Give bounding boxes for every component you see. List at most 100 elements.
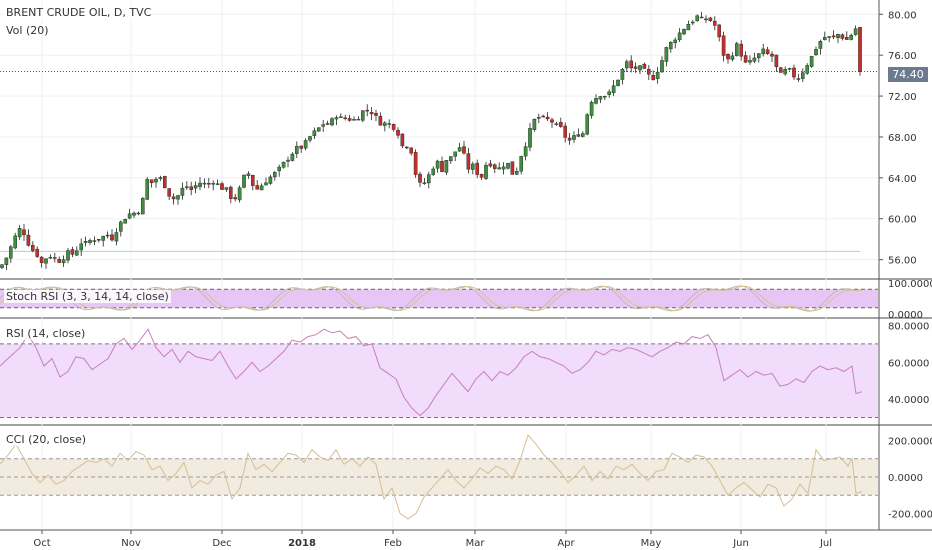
candle-body	[748, 60, 752, 63]
candle-body	[167, 188, 172, 197]
candle-body	[325, 123, 330, 125]
stoch-tick-label: 100.0000	[888, 279, 932, 290]
x-tick-label: Feb	[384, 538, 402, 549]
candle-body	[849, 34, 853, 40]
candle-body	[440, 160, 444, 172]
candle-body	[312, 130, 317, 136]
candle-body	[717, 24, 721, 38]
x-tick-label: Dec	[212, 538, 231, 549]
candle-body	[783, 69, 787, 75]
candle-body	[845, 37, 849, 40]
y-tick-label: 64.00	[888, 174, 917, 185]
cci-line	[0, 434, 863, 520]
candle-body	[506, 162, 510, 169]
candle-body	[726, 54, 730, 60]
candle-body	[171, 196, 176, 200]
candle-body	[184, 186, 189, 188]
candle-body	[713, 20, 717, 26]
candle-body	[79, 243, 83, 251]
candle-body	[444, 160, 449, 173]
candle-body	[629, 60, 633, 69]
candle-body	[523, 146, 528, 157]
symbol-title: BRENT CRUDE OIL, D, TVC	[4, 6, 154, 19]
candle-body	[246, 173, 251, 176]
candle-body	[189, 186, 194, 190]
candle-body	[488, 163, 493, 167]
y-tick-label: 72.00	[888, 92, 917, 103]
candle-body	[211, 182, 216, 185]
candle-body	[853, 28, 858, 35]
candle-body	[387, 123, 392, 125]
candle-body	[541, 115, 545, 118]
candle-body	[215, 183, 220, 185]
candle-body	[140, 197, 145, 215]
candle-body	[739, 43, 743, 57]
stoch-band	[0, 289, 878, 308]
x-tick-label: Nov	[121, 538, 141, 549]
candle-body	[528, 128, 532, 148]
candle-body	[603, 95, 607, 98]
stoch-rsi-title: Stoch RSI (3, 3, 14, 14, close)	[4, 290, 171, 303]
candle-body	[779, 67, 783, 73]
candle-body	[625, 61, 629, 69]
candle-body	[361, 110, 365, 121]
candle-body	[0, 264, 4, 268]
candle-body	[616, 79, 620, 86]
candle-body	[554, 123, 559, 125]
x-tick-label: Apr	[557, 538, 575, 549]
candle-body	[655, 71, 660, 79]
candle-body	[83, 241, 88, 243]
candle-body	[532, 118, 537, 131]
candle-body	[202, 182, 207, 185]
candle-body	[383, 122, 387, 126]
x-tick-label: Oct	[33, 538, 50, 549]
candle-body	[814, 49, 818, 56]
candle-body	[471, 163, 475, 170]
candle-body	[176, 195, 180, 200]
candle-body	[44, 258, 48, 264]
candle-body	[735, 43, 739, 56]
candle-body	[730, 55, 735, 60]
candle-body	[827, 36, 831, 38]
candle-body	[356, 118, 361, 121]
grid-lines	[0, 0, 932, 531]
candle-body	[699, 16, 704, 19]
candle-body	[537, 117, 541, 119]
candle-body	[290, 153, 295, 161]
cci-tick-label: -200.0000	[888, 509, 932, 520]
candle-body	[237, 187, 242, 201]
candle-body	[677, 32, 682, 41]
candle-body	[57, 259, 61, 263]
candle-body	[774, 54, 779, 67]
candle-body	[132, 212, 136, 216]
candle-body	[13, 235, 18, 249]
candle-body	[418, 173, 422, 183]
candle-body	[669, 42, 673, 50]
candle-body	[695, 15, 699, 22]
cci-band	[0, 458, 878, 496]
candle-body	[743, 55, 748, 63]
candle-body	[633, 66, 638, 69]
cci-tick-label: 0.0000	[888, 473, 923, 484]
candle-body	[651, 75, 655, 81]
candle-body	[180, 187, 185, 196]
candle-body	[70, 249, 75, 255]
candle-body	[611, 85, 616, 94]
price-candles[interactable]	[0, 11, 862, 271]
candle-body	[493, 164, 497, 169]
candle-body	[162, 176, 167, 189]
candle-body	[545, 116, 550, 120]
x-tick-label: May	[641, 538, 662, 549]
candle-body	[682, 29, 686, 35]
candle-body	[796, 78, 801, 80]
candle-body	[66, 250, 70, 261]
candle-body	[136, 212, 141, 215]
candle-body	[409, 147, 414, 154]
candle-body	[431, 168, 436, 175]
candle-body	[686, 23, 691, 31]
y-tick-label: 76.00	[888, 51, 917, 62]
rsi-tick-label: 80.0000	[888, 322, 929, 333]
candle-body	[145, 179, 150, 200]
candle-body	[101, 235, 105, 241]
